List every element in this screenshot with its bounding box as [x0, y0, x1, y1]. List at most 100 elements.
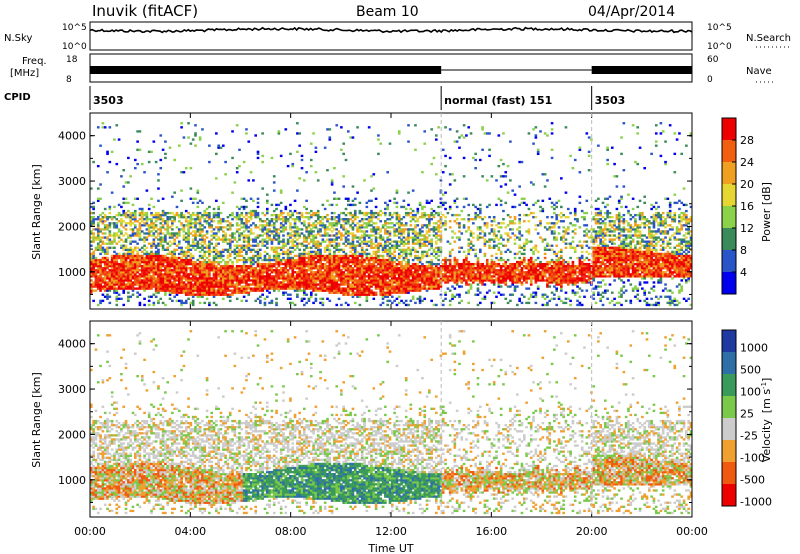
power-cell	[243, 257, 246, 259]
power-cell	[206, 289, 209, 291]
power-cell	[398, 277, 401, 279]
power-cell	[421, 263, 424, 265]
power-cell	[220, 281, 223, 283]
power-cell	[257, 234, 260, 236]
power-cell	[146, 220, 149, 222]
power-cell	[398, 216, 401, 218]
power-cell	[296, 243, 299, 245]
power-cell	[266, 212, 269, 214]
power-cell	[322, 255, 325, 257]
power-cell	[208, 218, 211, 220]
power-cell	[241, 281, 244, 283]
power-cell	[229, 222, 232, 224]
power-cell	[349, 245, 352, 247]
power-cell	[287, 253, 290, 255]
power-cell	[254, 240, 257, 242]
power-cell	[354, 198, 357, 200]
power-cell	[352, 281, 355, 283]
power-cell	[421, 257, 424, 259]
power-cell	[282, 287, 285, 289]
power-cell	[398, 273, 401, 275]
power-cell	[129, 267, 132, 269]
power-cell	[106, 236, 109, 238]
power-cell	[229, 283, 232, 285]
power-cell	[213, 228, 216, 230]
power-cell	[215, 273, 218, 275]
power-cell	[407, 265, 410, 267]
power-cell	[331, 183, 334, 185]
power-cell	[393, 212, 396, 214]
power-cell	[361, 275, 364, 277]
power-cell	[287, 232, 290, 234]
power-cell	[236, 269, 239, 271]
power-cell	[345, 198, 348, 200]
power-cell	[134, 234, 137, 236]
power-cell	[331, 275, 334, 277]
power-cell	[259, 234, 262, 236]
power-cell	[333, 251, 336, 253]
power-cell	[426, 251, 429, 253]
power-cell	[370, 218, 373, 220]
power-cell	[115, 281, 118, 283]
power-cell	[435, 222, 438, 224]
power-cell	[92, 206, 95, 208]
power-cell	[238, 149, 241, 151]
power-cell	[146, 214, 149, 216]
power-cell	[396, 218, 399, 220]
power-cell	[125, 265, 128, 267]
power-cell	[328, 228, 331, 230]
power-cell	[296, 285, 299, 287]
power-cell	[312, 243, 315, 245]
power-cell	[238, 265, 241, 267]
power-cell	[412, 214, 415, 216]
power-cell	[266, 275, 269, 277]
power-cell	[377, 218, 380, 220]
power-cell	[368, 259, 371, 261]
power-cell	[113, 234, 116, 236]
power-cell	[296, 281, 299, 283]
power-cell	[132, 218, 135, 220]
power-cell	[412, 230, 415, 232]
power-cell	[454, 263, 457, 265]
power-cell	[301, 212, 304, 214]
power-cell	[266, 228, 269, 230]
power-cell	[298, 267, 301, 269]
power-cell	[386, 273, 389, 275]
power-cell	[203, 279, 206, 281]
power-cell	[407, 267, 410, 269]
power-cell	[254, 238, 257, 240]
power-cell	[315, 243, 318, 245]
power-cell	[252, 255, 255, 257]
power-cell	[210, 292, 213, 294]
power-cell	[305, 226, 308, 228]
power-cell	[178, 261, 181, 263]
power-cell	[241, 289, 244, 291]
power-cell	[92, 222, 95, 224]
power-cell	[430, 128, 433, 130]
power-cell	[370, 285, 373, 287]
power-cell	[203, 251, 206, 253]
power-cell	[442, 222, 445, 224]
power-cell	[435, 263, 438, 265]
power-cell	[120, 275, 123, 277]
power-cell	[375, 226, 378, 228]
power-cell	[111, 191, 114, 193]
power-cell	[215, 253, 218, 255]
power-cell	[231, 236, 234, 238]
power-cell	[278, 265, 281, 267]
power-cell	[215, 214, 218, 216]
power-cell	[428, 214, 431, 216]
power-cell	[331, 179, 334, 181]
power-cell	[266, 232, 269, 234]
power-cell	[210, 224, 213, 226]
power-cell	[178, 283, 181, 285]
power-cell	[315, 273, 318, 275]
power-cell	[139, 130, 142, 132]
power-cell	[282, 243, 285, 245]
power-cell	[458, 279, 461, 281]
power-cell	[324, 226, 327, 228]
power-cell	[400, 255, 403, 257]
power-cell	[393, 267, 396, 269]
power-cell	[305, 240, 308, 242]
power-cell	[308, 212, 311, 214]
